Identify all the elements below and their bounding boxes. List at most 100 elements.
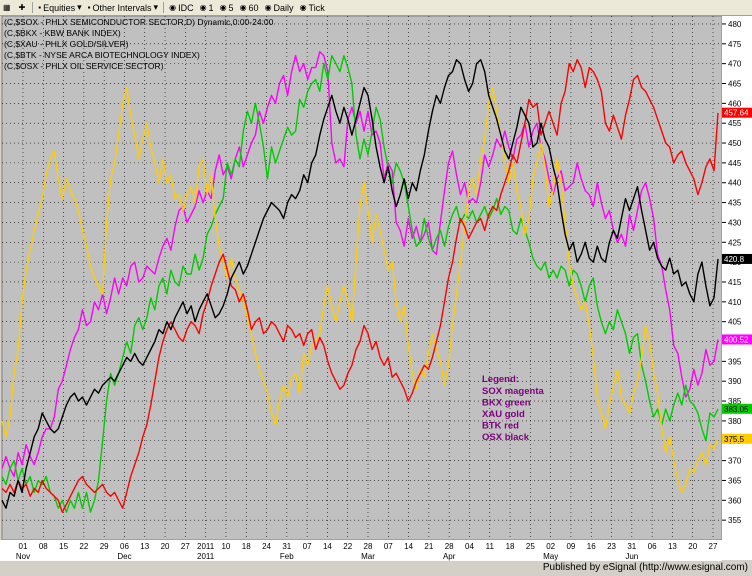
x-tick-label: 16: [587, 542, 596, 551]
x-tick-label: 23: [607, 542, 616, 551]
y-tick-label: 415: [728, 278, 742, 287]
x-tick-label: 27: [181, 542, 190, 551]
interval-daily-button[interactable]: ◉ Daily: [262, 1, 297, 14]
interval-tick-button-label: Tick: [308, 2, 325, 13]
x-month-label: May: [543, 552, 558, 561]
x-tick-label: 21: [424, 542, 433, 551]
interval-5-button-label: 5: [228, 2, 234, 13]
y-tick-label: 360: [728, 496, 742, 505]
chart-header-line: (C,$XAU - PHLX GOLD/SILVER): [4, 39, 129, 49]
legend-entry: XAU gold: [482, 409, 525, 420]
x-tick-label: 22: [79, 542, 88, 551]
interval-idc-icon: ◉: [169, 3, 177, 12]
other-intervals-dropdown-label: Other Intervals: [92, 2, 152, 13]
x-tick-label: 06: [648, 542, 657, 551]
x-month-label: Jun: [625, 552, 638, 561]
legend-entry: BKX green: [482, 398, 531, 409]
x-tick-label: 27: [709, 542, 718, 551]
interval-idc-button-label: IDC: [178, 2, 194, 13]
interval-5-button[interactable]: ◉ 5: [217, 1, 237, 14]
y-tick-label: 405: [728, 318, 742, 327]
x-tick-label: 22: [343, 542, 352, 551]
chart: 01 08 15 22 29 06 13 20 27 2011 10 18 24 31 07 14 22 28 07…: [0, 16, 752, 561]
y-tick-label: 480: [728, 20, 742, 29]
x-month-label: Apr: [443, 552, 456, 561]
legend-entry: SOX magenta: [482, 386, 544, 397]
x-tick-label: 06: [120, 542, 129, 551]
last-value-label: 420.8: [724, 255, 745, 264]
x-month-label: Dec: [117, 552, 131, 561]
y-tick-label: 385: [728, 397, 742, 406]
y-tick-label: 445: [728, 159, 742, 168]
series-line-xau: [1, 86, 719, 494]
chart-header-line: (C,$OSX - PHLX OIL SERVICE SECTOR): [4, 61, 164, 71]
y-tick-label: 390: [728, 377, 742, 386]
x-tick-label: 13: [140, 542, 149, 551]
equities-icon: ▪: [38, 3, 42, 12]
x-tick-label: 01: [19, 542, 28, 551]
x-tick-label: 25: [526, 542, 535, 551]
chart-header-line: (C,$BKX - KBW BANK INDEX): [4, 28, 121, 38]
add-button[interactable]: ✚: [16, 1, 31, 14]
y-tick-label: 470: [728, 60, 742, 69]
chevron-down-icon: ▾: [153, 2, 159, 12]
interval-5-icon: ◉: [219, 3, 227, 12]
other-intervals-dropdown[interactable]: ▪ Other Intervals ▾: [85, 1, 161, 14]
y-tick-label: 460: [728, 99, 742, 108]
x-tick-label: 20: [161, 542, 170, 551]
last-value-tag-sox: [722, 334, 752, 345]
interval-60-icon: ◉: [239, 3, 247, 12]
interval-1-button[interactable]: ◉ 1: [197, 1, 217, 14]
x-tick-label: 09: [566, 542, 575, 551]
series-line-osx: [1, 59, 719, 509]
last-value-tag-btk: [722, 107, 752, 118]
y-tick-label: 370: [728, 457, 742, 466]
interval-60-button[interactable]: ◉ 60: [237, 1, 262, 14]
x-tick-label: 31: [282, 542, 291, 551]
interval-daily-button-label: Daily: [273, 2, 294, 13]
x-month-label: 2011: [197, 552, 215, 561]
y-tick-label: 395: [728, 357, 742, 366]
x-tick-label: 11: [486, 542, 495, 551]
legend-entry: BTK red: [482, 421, 519, 432]
y-tick-label: 465: [728, 79, 742, 88]
chart-icon-button[interactable]: ▦: [0, 1, 16, 14]
toolbar: ▦ ✚ ▪ Equities ▾ ▪ Other Intervals ▾ ◉ IDC ◉ 1 ◉ 5 ◉ 60…: [0, 0, 752, 16]
x-tick-label: 31: [627, 542, 636, 551]
last-value-tag-osx: [722, 253, 752, 264]
x-tick-label: 14: [323, 542, 332, 551]
legend-entry: OSX black: [482, 432, 530, 443]
series-line-sox: [1, 51, 719, 478]
interval-tick-button[interactable]: ◉ Tick: [297, 1, 328, 14]
interval-60-button-label: 60: [248, 2, 259, 13]
last-value-label: 383.05: [724, 405, 749, 414]
x-tick-label: 14: [404, 542, 413, 551]
other-intervals-icon: ▪: [87, 3, 91, 12]
time-axis: [0, 540, 722, 561]
x-month-label: Mar: [361, 552, 375, 561]
x-tick-label: 02: [546, 542, 555, 551]
x-tick-label: 18: [242, 542, 251, 551]
equities-dropdown-label: Equities: [43, 2, 76, 13]
x-tick-label: 07: [303, 542, 312, 551]
x-tick-label: 04: [465, 542, 474, 551]
equities-dropdown[interactable]: ▪ Equities ▾: [35, 1, 84, 14]
interval-idc-button[interactable]: ◉ IDC: [166, 1, 196, 14]
interval-1-button-label: 1: [208, 2, 214, 13]
interval-tick-icon: ◉: [299, 3, 307, 12]
x-tick-label: 28: [364, 542, 373, 551]
x-month-label: Feb: [280, 552, 294, 561]
y-tick-label: 355: [728, 516, 742, 525]
chart-header-line: (C,$BTK - NYSE ARCA BIOTECHNOLOGY INDEX): [4, 50, 200, 60]
x-tick-label: 15: [59, 542, 68, 551]
last-value-tag-bkx: [722, 403, 752, 414]
x-tick-label: 24: [262, 542, 271, 551]
y-tick-label: 455: [728, 119, 742, 128]
chevron-down-icon: ▾: [77, 2, 82, 12]
y-tick-label: 425: [728, 238, 742, 247]
last-value-tag-xau: [722, 433, 752, 444]
x-tick-label: 07: [384, 542, 393, 551]
x-month-label: Nov: [16, 552, 30, 561]
legend-title: Legend:: [482, 374, 519, 385]
interval-1-icon: ◉: [199, 3, 207, 12]
